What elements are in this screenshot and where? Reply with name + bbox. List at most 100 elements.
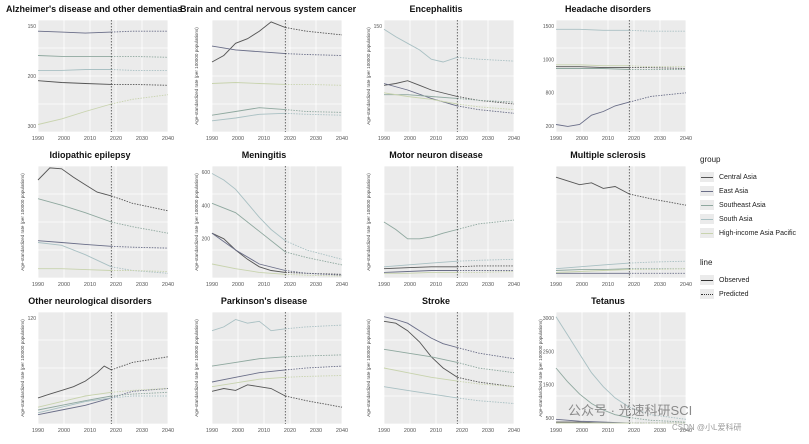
panel-parkinson-s-disease: Parkinson's disease 1990 2000 2010 2020 2030 2… (180, 296, 348, 438)
series-line-south-asia-observed (37, 397, 112, 414)
x-tick-label: 2000 (232, 282, 244, 288)
chart-svg: 1990 2000 2010 2020 2030 2040 Age-standardized… (366, 311, 520, 434)
legend-swatch (700, 200, 714, 210)
x-tick-label: 2020 (628, 282, 640, 288)
x-tick-label: 2040 (508, 428, 520, 434)
series-line-south-asia-observed (211, 173, 286, 242)
x-tick-label: 2030 (310, 428, 322, 434)
x-tick-label: 1990 (550, 136, 562, 142)
y-axis-label: Age-standardized rate (per 100000 popula… (194, 173, 199, 271)
series-line-southeast-asia-predicted (457, 361, 515, 374)
chart-svg: 1990 2000 2010 2020 2030 2040 Age-standardized… (20, 165, 174, 288)
chart-svg: 1990 2000 2010 2020 2030 2040 600 400 200Age-sta… (194, 165, 348, 288)
legend-swatch (700, 214, 714, 224)
series-line-southeast-asia-observed (556, 68, 630, 70)
x-tick-label: 2010 (602, 428, 614, 434)
x-tick-label: 2000 (58, 282, 70, 288)
y-tick-label: 1500 (543, 383, 554, 389)
series-line-southeast-asia-observed (37, 55, 112, 57)
series-line-south-asia-observed (211, 319, 286, 332)
series-line-south-asia-predicted (629, 406, 687, 420)
series-line-south-asia-observed (211, 112, 286, 122)
x-tick-label: 2010 (602, 136, 614, 142)
series-line-central-asia-observed (37, 167, 112, 197)
legend-label: South Asia (719, 215, 753, 223)
x-tick-label: 2040 (508, 282, 520, 288)
x-tick-label: 1990 (378, 428, 390, 434)
legend-swatch (700, 172, 714, 182)
panel-title: Multiple sclerosis (570, 150, 646, 160)
panel-title: Tetanus (591, 296, 625, 306)
x-tick-label: 2030 (136, 282, 148, 288)
x-tick-label: 2020 (628, 136, 640, 142)
legend-swatch (700, 275, 714, 285)
series-line-high-income-asia-pacific-observed (211, 263, 286, 275)
x-tick-label: 2020 (284, 136, 296, 142)
panel-title: Idiopathic epilepsy (49, 150, 131, 160)
panel-title: Other neurological disorders (28, 296, 152, 306)
y-axis-label: Age-standardized rate (per 100000 popula… (20, 173, 25, 271)
x-tick-label: 2030 (654, 136, 666, 142)
panel-idiopathic-epilepsy: Idiopathic epilepsy 1990 2000 2010 2020 2030 2… (6, 150, 174, 292)
panel-title: Alzheimer's disease and other dementias (6, 4, 183, 14)
x-tick-label: 2040 (336, 282, 348, 288)
series-line-high-income-asia-pacific-observed (38, 268, 112, 271)
legend-label: East Asia (719, 187, 749, 195)
series-line-east-asia-observed (211, 369, 286, 383)
y-tick-label: 1500 (543, 24, 554, 30)
series-line-south-asia-observed (38, 69, 112, 71)
legend-label: Southeast Asia (719, 201, 766, 209)
series-line-high-income-asia-pacific-observed (555, 269, 630, 273)
x-tick-label: 2040 (508, 136, 520, 142)
x-tick-label: 2000 (58, 136, 70, 142)
panel-title: Parkinson's disease (220, 296, 308, 306)
series-line-southeast-asia-observed (555, 268, 630, 271)
x-tick-label: 1990 (206, 136, 218, 142)
x-tick-label: 2010 (84, 428, 96, 434)
x-tick-label: 2010 (84, 282, 96, 288)
legend-item-observed: Observed (700, 273, 804, 287)
x-tick-label: 2040 (680, 136, 692, 142)
panel-encephalitis: Encephalitis 1990 2000 2010 2020 2030 2040 150 A… (352, 4, 520, 146)
y-tick-label: 2500 (543, 349, 554, 355)
y-axis-label: Age-standardized rate (per 100000 popula… (20, 319, 25, 417)
watermark: 公众号 · 光速科研SCI (568, 403, 693, 418)
x-tick-label: 2030 (482, 282, 494, 288)
x-tick-label: 2040 (680, 282, 692, 288)
legend-swatch (700, 289, 714, 299)
x-tick-label: 1990 (378, 136, 390, 142)
panel-headache-disorders: Headache disorders 1990 2000 2010 2020 2030 20… (524, 4, 692, 146)
x-tick-label: 2020 (284, 282, 296, 288)
legend-label: Observed (719, 276, 750, 284)
x-tick-label: 2040 (162, 282, 174, 288)
x-tick-label: 2020 (456, 136, 468, 142)
series-line-high-income-asia-pacific-observed (211, 376, 286, 388)
series-line-east-asia-observed (37, 240, 112, 247)
x-tick-label: 1990 (206, 282, 218, 288)
panel-title: Motor neuron disease (389, 150, 483, 160)
y-tick-label: 120 (28, 316, 37, 322)
x-tick-label: 1990 (550, 282, 562, 288)
chart-svg: 1990 2000 2010 2020 2030 2040 150Age-standardi… (366, 19, 520, 142)
x-tick-label: 1990 (32, 282, 44, 288)
y-axis-label: Age-standardized rate (per 100000 popula… (366, 319, 371, 417)
series-line-east-asia-observed (383, 83, 458, 107)
y-tick-label: 300 (28, 124, 37, 130)
y-tick-label: 3000 (543, 316, 554, 322)
series-line-southeast-asia-observed (383, 348, 458, 363)
series-line-east-asia-observed (211, 45, 286, 55)
y-tick-label: 200 (546, 124, 555, 130)
series-line-east-asia-predicted (111, 388, 169, 399)
series-line-central-asia-observed (555, 176, 630, 195)
y-tick-label: 200 (202, 237, 211, 243)
series-line-southeast-asia-observed (211, 356, 286, 367)
series-line-east-asia-observed (37, 30, 112, 34)
series-line-east-asia-observed (383, 270, 458, 273)
series-line-high-income-asia-pacific-predicted (111, 94, 169, 105)
x-tick-label: 2000 (404, 282, 416, 288)
series-line-south-asia-observed (555, 316, 630, 408)
x-tick-label: 2030 (310, 136, 322, 142)
series-line-southeast-asia-predicted (457, 219, 515, 230)
x-tick-label: 1990 (32, 136, 44, 142)
x-tick-label: 2010 (258, 428, 270, 434)
